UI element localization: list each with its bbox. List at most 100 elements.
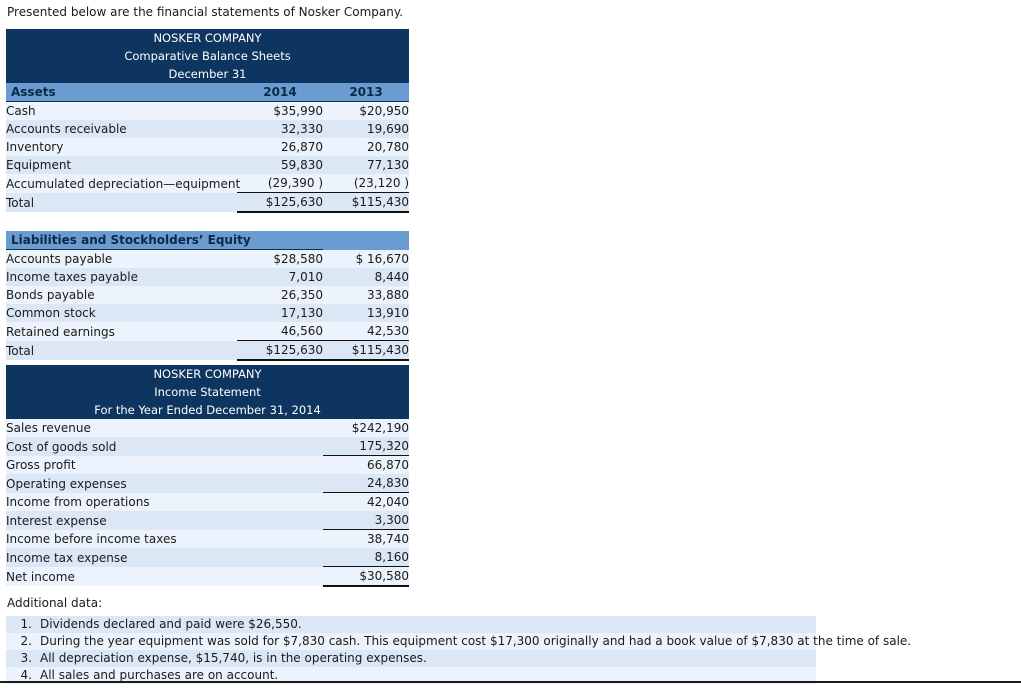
income-taxes-payable-2014: 7,010 <box>237 268 323 286</box>
liabilities-header-pad <box>323 231 410 250</box>
note-text-2: During the year equipment was sold for $… <box>38 633 912 650</box>
table-row: Equipment 59,830 77,130 <box>6 156 410 174</box>
row-label-net-income: Net income <box>6 566 323 586</box>
list-item: 3. All depreciation expense, $15,740, is… <box>6 650 816 667</box>
interest-expense-value: 3,300 <box>323 511 410 530</box>
table-row: Inventory 26,870 20,780 <box>6 138 410 156</box>
table-row: Retained earnings 46,560 42,530 <box>6 322 410 341</box>
table-row: Income taxes payable 7,010 8,440 <box>6 268 410 286</box>
intro-text: Presented below are the financial statem… <box>7 5 404 19</box>
row-label-income-from-operations: Income from operations <box>6 492 323 511</box>
row-label-retained-earnings: Retained earnings <box>6 322 237 341</box>
note-text-1: Dividends declared and paid were $26,550… <box>38 616 816 633</box>
table-row: Bonds payable 26,350 33,880 <box>6 286 410 304</box>
row-label-accounts-payable: Accounts payable <box>6 249 237 268</box>
common-stock-2014: 17,130 <box>237 304 323 322</box>
income-statement-table: NOSKER COMPANY Income Statement For the … <box>6 365 410 587</box>
bottom-divider <box>0 681 1021 683</box>
equipment-2013: 77,130 <box>323 156 410 174</box>
list-item: 2. During the year equipment was sold fo… <box>6 633 912 650</box>
liabilities-header-row: Liabilities and Stockholders’ Equity <box>6 231 410 250</box>
assets-header-row: Assets 2014 2013 <box>6 83 410 102</box>
assets-total-2013: $115,430 <box>323 192 410 213</box>
table-row: Income before income taxes 38,740 <box>6 529 410 548</box>
balance-sheet-title-row: NOSKER COMPANY Comparative Balance Sheet… <box>6 29 410 83</box>
inventory-2014: 26,870 <box>237 138 323 156</box>
operating-expenses-value: 24,830 <box>323 474 410 493</box>
list-item: 4. All sales and purchases are on accoun… <box>6 667 816 684</box>
accounts-receivable-2013: 19,690 <box>323 120 410 138</box>
table-row: Gross profit 66,870 <box>6 455 410 474</box>
section-spacer <box>6 212 410 231</box>
table-row: Accounts payable $28,580 $ 16,670 <box>6 249 410 268</box>
bonds-payable-2013: 33,880 <box>323 286 410 304</box>
row-label-accounts-receivable: Accounts receivable <box>6 120 237 138</box>
row-label-income-tax-expense: Income tax expense <box>6 548 323 567</box>
common-stock-2013: 13,910 <box>323 304 410 322</box>
note-text-4: All sales and purchases are on account. <box>38 667 816 684</box>
row-label-cash: Cash <box>6 101 237 120</box>
liabilities-total-2014: $125,630 <box>237 340 323 361</box>
cost-of-goods-sold-value: 175,320 <box>323 437 410 456</box>
cash-2014: $35,990 <box>237 101 323 120</box>
table-row: Income tax expense 8,160 <box>6 548 410 567</box>
table-row: Accounts receivable 32,330 19,690 <box>6 120 410 138</box>
gross-profit-value: 66,870 <box>323 455 410 474</box>
table-row: Total $125,630 $115,430 <box>6 192 410 213</box>
assets-total-2014: $125,630 <box>237 192 323 213</box>
table-row: Total $125,630 $115,430 <box>6 340 410 361</box>
additional-data-list: 1. Dividends declared and paid were $26,… <box>6 616 912 684</box>
equipment-2014: 59,830 <box>237 156 323 174</box>
note-text-3: All depreciation expense, $15,740, is in… <box>38 650 816 667</box>
row-label-gross-profit: Gross profit <box>6 455 323 474</box>
table-row: Income from operations 42,040 <box>6 492 410 511</box>
net-income-value: $30,580 <box>323 566 410 587</box>
accounts-payable-2013: $ 16,670 <box>323 249 410 268</box>
income-taxes-payable-2013: 8,440 <box>323 268 410 286</box>
accumulated-depreciation-2013: (23,120 ) <box>323 174 410 193</box>
table-row: Common stock 17,130 13,910 <box>6 304 410 322</box>
note-number-1: 1. <box>6 616 38 633</box>
income-before-income-taxes-value: 38,740 <box>323 529 410 548</box>
income-statement-title-line-3: For the Year Ended December 31, 2014 <box>94 403 321 417</box>
row-label-income-before-income-taxes: Income before income taxes <box>6 529 323 548</box>
row-label-interest-expense: Interest expense <box>6 511 323 530</box>
cash-2013: $20,950 <box>323 101 410 120</box>
table-row: Cost of goods sold 175,320 <box>6 437 410 456</box>
retained-earnings-2013: 42,530 <box>323 322 410 341</box>
comparative-balance-sheets-table: NOSKER COMPANY Comparative Balance Sheet… <box>6 29 410 361</box>
row-label-income-taxes-payable: Income taxes payable <box>6 268 237 286</box>
row-label-common-stock: Common stock <box>6 304 237 322</box>
accumulated-depreciation-2014: (29,390 ) <box>237 174 323 193</box>
table-row: Net income $30,580 <box>6 566 410 587</box>
accounts-payable-2014: $28,580 <box>237 249 323 268</box>
sales-revenue-value: $242,190 <box>323 419 410 437</box>
table-row: Interest expense 3,300 <box>6 511 410 530</box>
bonds-payable-2014: 26,350 <box>237 286 323 304</box>
balance-sheet-title-line-2: Comparative Balance Sheets <box>124 49 291 63</box>
liabilities-section-label: Liabilities and Stockholders’ Equity <box>6 231 323 250</box>
column-header-2014: 2014 <box>237 83 323 102</box>
additional-data-heading: Additional data: <box>7 596 103 610</box>
income-statement-title: NOSKER COMPANY Income Statement For the … <box>6 365 410 419</box>
row-label-sales-revenue: Sales revenue <box>6 419 323 437</box>
row-label-bonds-payable: Bonds payable <box>6 286 237 304</box>
row-label-equipment: Equipment <box>6 156 237 174</box>
list-item: 1. Dividends declared and paid were $26,… <box>6 616 816 633</box>
row-label-operating-expenses: Operating expenses <box>6 474 323 493</box>
row-label-liabilities-total: Total <box>6 340 237 360</box>
note-number-4: 4. <box>6 667 38 684</box>
inventory-2013: 20,780 <box>323 138 410 156</box>
income-statement-title-line-1: NOSKER COMPANY <box>153 367 262 381</box>
row-label-accumulated-depreciation: Accumulated depreciation—equipment <box>6 174 240 193</box>
income-from-operations-value: 42,040 <box>323 492 410 511</box>
note-number-2: 2. <box>6 633 38 650</box>
table-row: Sales revenue $242,190 <box>6 419 410 437</box>
table-row: Accumulated depreciation—equipment (29,3… <box>6 174 410 193</box>
liabilities-total-2013: $115,430 <box>323 340 410 361</box>
row-label-inventory: Inventory <box>6 138 237 156</box>
balance-sheet-title-line-1: NOSKER COMPANY <box>153 31 262 45</box>
note-number-3: 3. <box>6 650 38 667</box>
accounts-receivable-2014: 32,330 <box>237 120 323 138</box>
balance-sheet-title: NOSKER COMPANY Comparative Balance Sheet… <box>6 29 410 83</box>
